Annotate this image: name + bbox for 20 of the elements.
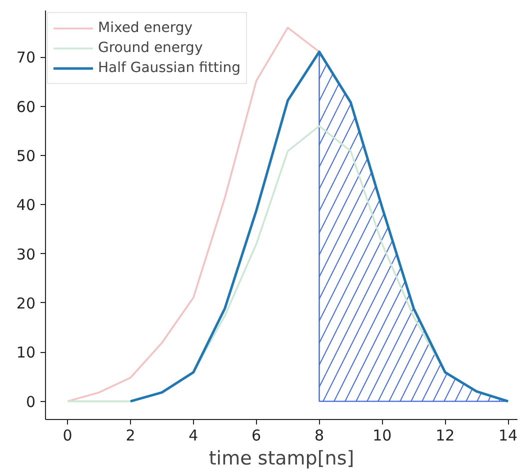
legend-label: Half Gaussian fitting (98, 59, 241, 77)
x-tick-label: 12 (436, 426, 455, 444)
x-tick-label: 2 (126, 426, 136, 444)
y-tick-label: 70 (16, 48, 36, 67)
x-axis-title: time stamp[ns] (208, 448, 354, 470)
x-tick-label: 0 (62, 426, 72, 444)
x-tick-label: 14 (498, 426, 518, 444)
legend-label: Mixed energy (98, 19, 193, 37)
y-tick-label: 10 (16, 344, 36, 362)
y-tick-label: 60 (16, 98, 36, 116)
y-tick-label: 30 (16, 245, 36, 264)
x-tick-label: 10 (372, 426, 392, 444)
x-tick-label: 8 (314, 426, 324, 444)
y-tick-label: 0 (26, 392, 36, 411)
x-tick-label: 6 (252, 426, 262, 444)
x-tick-label: 4 (188, 426, 198, 444)
y-tick-label: 20 (16, 294, 36, 312)
y-tick-label: 50 (16, 147, 36, 166)
y-tick-label: 40 (16, 196, 36, 214)
legend-label: Ground energy (98, 39, 203, 57)
